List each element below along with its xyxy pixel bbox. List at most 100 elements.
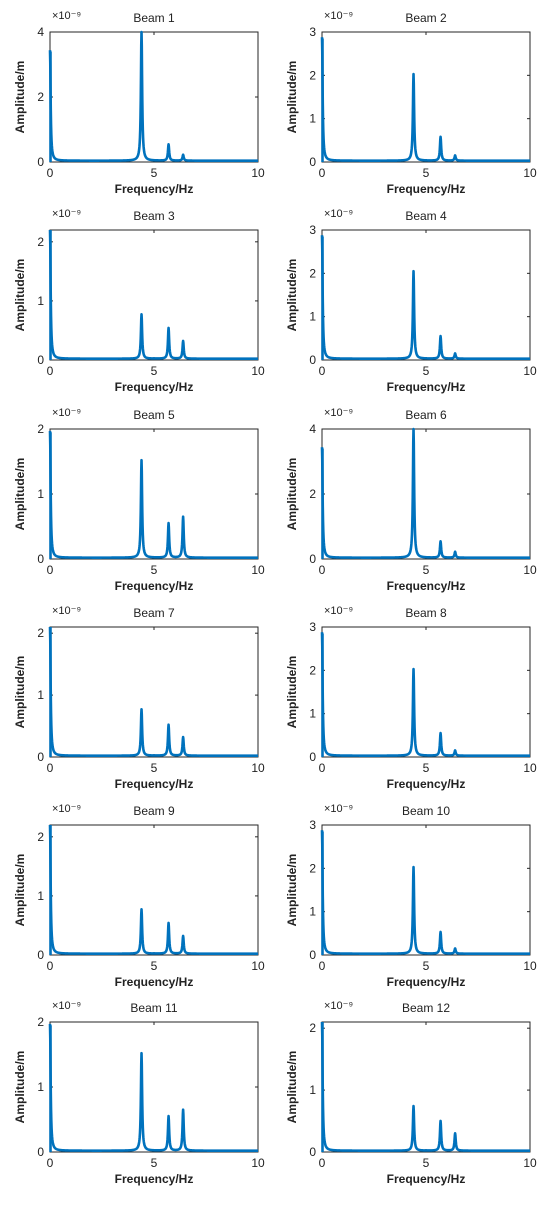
chart-title: Beam 9 (133, 804, 175, 818)
x-axis-label: Frequency/Hz (115, 1172, 194, 1186)
y-tick-label: 2 (309, 663, 316, 677)
y-tick-label: 2 (309, 487, 316, 501)
y-axis-label: Amplitude/m (285, 854, 299, 927)
y-axis-label: Amplitude/m (13, 854, 27, 927)
chart-title: Beam 6 (405, 408, 447, 422)
y-exponent-label: ×10⁻⁹ (52, 208, 81, 220)
y-axis-label: Amplitude/m (13, 61, 27, 134)
chart-title: Beam 11 (130, 1001, 177, 1015)
amplitude-spectrum-line (320, 37, 532, 162)
x-tick-label: 0 (47, 563, 54, 577)
y-tick-label: 0 (37, 353, 44, 367)
y-axis-label: Amplitude/m (285, 656, 299, 729)
x-axis-label: Frequency/Hz (387, 1172, 466, 1186)
axes-box (49, 31, 259, 163)
x-tick-label: 10 (251, 166, 265, 180)
x-tick-label: 0 (47, 166, 54, 180)
x-tick-label: 10 (523, 959, 537, 973)
chart-svg-10: Beam 10 ×10⁻⁹ 0 5 10 0 1 2 3 Frequency/Hz Amplitud… (285, 803, 537, 989)
y-exponent-label: ×10⁻⁹ (324, 1000, 353, 1012)
x-axis-label: Frequency/Hz (387, 380, 466, 394)
x-tick-label: 10 (523, 761, 537, 775)
y-tick-label: 0 (309, 948, 316, 962)
axes-box (321, 824, 531, 956)
y-tick-label: 0 (37, 552, 44, 566)
x-tick-label: 0 (319, 1156, 326, 1170)
y-tick-label: 1 (37, 889, 44, 903)
x-tick-label: 10 (251, 959, 265, 973)
chart-panel-2: Beam 2 ×10⁻⁹ 0 5 10 0 1 2 3 Frequency/Hz Amplitude… (272, 0, 547, 200)
chart-panel-9: Beam 9 ×10⁻⁹ 0 5 10 0 1 2 Frequency/Hz Amplitude/… (0, 793, 275, 993)
y-tick-label: 0 (37, 155, 44, 169)
amplitude-spectrum-line (320, 632, 532, 757)
y-tick-label: 1 (37, 294, 44, 308)
x-tick-label: 10 (251, 1156, 265, 1170)
y-exponent-label: ×10⁻⁹ (324, 605, 353, 617)
axes-box (49, 428, 259, 560)
y-exponent-label: ×10⁻⁹ (52, 10, 81, 22)
x-tick-label: 0 (319, 563, 326, 577)
y-tick-label: 2 (37, 1015, 44, 1029)
y-tick-label: 1 (309, 112, 316, 126)
x-tick-label: 5 (151, 1156, 158, 1170)
y-tick-label: 1 (309, 707, 316, 721)
amplitude-spectrum-line (48, 229, 260, 360)
y-tick-label: 2 (309, 266, 316, 280)
y-exponent-label: ×10⁻⁹ (324, 10, 353, 22)
y-tick-label: 1 (37, 1080, 44, 1094)
axes-box (321, 428, 531, 560)
x-tick-label: 5 (423, 959, 430, 973)
amplitude-spectrum-line (320, 830, 532, 955)
x-tick-label: 10 (523, 166, 537, 180)
y-exponent-label: ×10⁻⁹ (52, 407, 81, 419)
chart-panel-5: Beam 5 ×10⁻⁹ 0 5 10 0 1 2 Frequency/Hz Amplitude/… (0, 397, 275, 597)
chart-svg-4: Beam 4 ×10⁻⁹ 0 5 10 0 1 2 3 Frequency/Hz Amplitude… (285, 208, 537, 394)
y-tick-label: 1 (309, 310, 316, 324)
x-tick-label: 0 (47, 761, 54, 775)
chart-svg-8: Beam 8 ×10⁻⁹ 0 5 10 0 1 2 3 Frequency/Hz Amplitude… (285, 605, 537, 791)
chart-panel-10: Beam 10 ×10⁻⁹ 0 5 10 0 1 2 3 Frequency/Hz Amplitud… (272, 793, 547, 993)
y-tick-label: 0 (309, 155, 316, 169)
x-axis-label: Frequency/Hz (387, 579, 466, 593)
x-tick-label: 10 (251, 364, 265, 378)
x-tick-label: 10 (523, 364, 537, 378)
y-tick-label: 3 (309, 620, 316, 634)
x-tick-label: 0 (319, 761, 326, 775)
chart-svg-12: Beam 12 ×10⁻⁹ 0 5 10 0 1 2 Frequency/Hz Amplitude… (285, 1000, 537, 1186)
y-tick-label: 2 (37, 235, 44, 249)
y-axis-label: Amplitude/m (13, 259, 27, 332)
x-axis-label: Frequency/Hz (115, 182, 194, 196)
y-tick-label: 0 (37, 750, 44, 764)
axes-box (49, 229, 259, 361)
y-exponent-label: ×10⁻⁹ (324, 407, 353, 419)
y-tick-label: 0 (37, 948, 44, 962)
chart-title: Beam 1 (133, 11, 175, 25)
x-tick-label: 5 (423, 1156, 430, 1170)
chart-panel-7: Beam 7 ×10⁻⁹ 0 5 10 0 1 2 Frequency/Hz Amplitude/… (0, 595, 275, 795)
y-tick-label: 1 (309, 905, 316, 919)
chart-svg-6: Beam 6 ×10⁻⁹ 0 5 10 0 2 4 Frequency/Hz Amplitude/… (285, 407, 537, 593)
amplitude-spectrum-line (320, 1021, 532, 1152)
x-tick-label: 5 (151, 959, 158, 973)
y-axis-label: Amplitude/m (285, 61, 299, 134)
chart-panel-4: Beam 4 ×10⁻⁹ 0 5 10 0 1 2 3 Frequency/Hz Amplitude… (272, 198, 547, 398)
x-tick-label: 0 (47, 364, 54, 378)
amplitude-spectrum-line (48, 430, 260, 559)
chart-title: Beam 3 (133, 209, 175, 223)
y-tick-label: 2 (37, 90, 44, 104)
axes-box (49, 824, 259, 956)
x-tick-label: 5 (151, 563, 158, 577)
amplitude-spectrum-line (48, 1023, 260, 1152)
y-tick-label: 2 (37, 422, 44, 436)
chart-svg-9: Beam 9 ×10⁻⁹ 0 5 10 0 1 2 Frequency/Hz Amplitude/… (13, 803, 265, 989)
x-axis-label: Frequency/Hz (387, 777, 466, 791)
chart-title: Beam 5 (133, 408, 175, 422)
x-tick-label: 5 (423, 563, 430, 577)
x-tick-label: 0 (47, 959, 54, 973)
axes-box (321, 31, 531, 163)
y-tick-label: 3 (309, 223, 316, 237)
x-tick-label: 5 (151, 761, 158, 775)
x-axis-label: Frequency/Hz (115, 579, 194, 593)
y-exponent-label: ×10⁻⁹ (52, 1000, 81, 1012)
y-tick-label: 2 (37, 830, 44, 844)
